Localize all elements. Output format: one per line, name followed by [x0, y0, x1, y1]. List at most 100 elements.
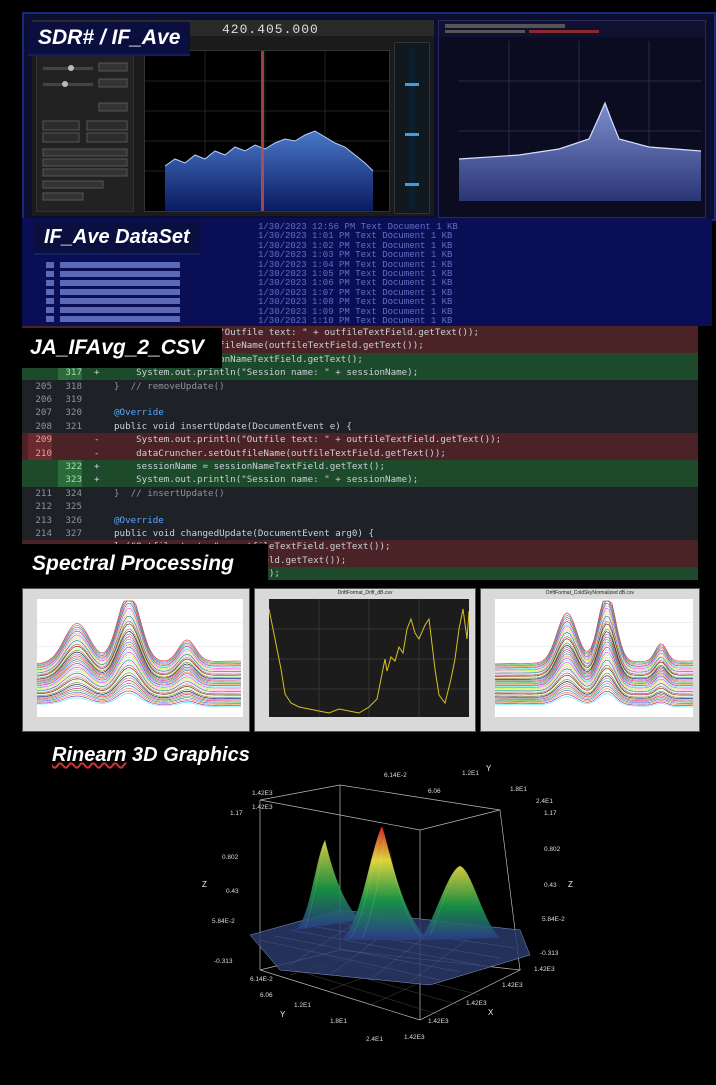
z-tick-right-3: 0.43 [544, 882, 557, 889]
dataset-row[interactable]: 1/30/2023 1:07 PM Text Document 1 KB [22, 287, 712, 298]
z-tick-right-1: 1.17 [544, 810, 557, 817]
spectral-label: Spectral Processing [22, 544, 268, 582]
code-text: @Override [114, 514, 164, 526]
diff-line: 208 321 public void insertUpdate(DocumentE… [22, 420, 698, 433]
code-text: System.out.println("Outfile text: " + ou… [114, 434, 502, 446]
code-text: dataCruncher.setOutfileName(outfileTextF… [114, 447, 446, 459]
dataset-row[interactable]: 1/30/2023 1:01 PM Text Document 1 KB [22, 231, 712, 242]
diff-sign: + [94, 461, 100, 472]
old-line-number: 207 [35, 407, 52, 419]
diff-line: 205 318} // removeUpdate() [22, 380, 698, 393]
dataset-row[interactable]: 1/30/2023 12:56 PM Text Document 1 KB [22, 222, 712, 232]
code-text: public void changedUpdate(DocumentEvent … [114, 528, 374, 539]
file-icons-graphic [46, 262, 180, 322]
dataset-row[interactable]: 1/30/2023 1:08 PM Text Document 1 KB [22, 297, 712, 308]
new-line-number: 317 [58, 366, 82, 380]
diff-line: 211 324} // insertUpdate() [22, 487, 698, 500]
diff-line: 213 326 @Override [22, 514, 698, 527]
x-tick-1: 1.42E3 [534, 966, 555, 973]
new-line-number: 326 [65, 514, 82, 526]
y-axis-title: Y [280, 1010, 286, 1019]
old-line-number: 213 [35, 514, 52, 526]
code-text: System.out.println("Session name: " + se… [114, 474, 419, 486]
y-tick-top-4: 2.4E1 [536, 798, 553, 805]
dataset-row[interactable]: 1/30/2023 1:04 PM Text Document 1 KB [22, 259, 712, 270]
code-text: } // insertUpdate() [114, 487, 225, 499]
y-tick-bottom-3: 1.2E1 [294, 1002, 311, 1009]
diff-line: 207 320 @Override [22, 406, 698, 419]
dataset-row[interactable]: 1/30/2023 1:02 PM Text Document 1 KB [22, 241, 712, 251]
z-axis-title: Z [202, 880, 207, 889]
y-tick-top-2: 1.2E1 [462, 770, 479, 777]
diff-sign: - [94, 434, 100, 446]
sdr-spectrum[interactable] [144, 50, 390, 212]
diff-line: 206 319 [22, 393, 698, 406]
old-line-number: 212 [35, 501, 52, 513]
z-tick-left-4: 5.84E-2 [212, 918, 235, 925]
diff-line: 212 325 [22, 500, 698, 513]
sdr-side-sliders[interactable] [394, 42, 430, 214]
dataset-label-text: IF_Ave DataSet [44, 226, 190, 248]
z-tick-right-4: 5.84E-2 [542, 916, 565, 923]
diff-line: 214 327 public void changedUpdate(Document… [22, 527, 698, 540]
sdr-spectrum-plot [145, 51, 389, 211]
old-line-number: 211 [35, 487, 52, 499]
new-line-number: 321 [65, 420, 82, 432]
x-axis-title: X [488, 1008, 494, 1017]
new-line-number: 322 [58, 460, 82, 474]
new-line-number: 323 [58, 473, 82, 487]
spectral-label-text: Spectral Processing [32, 552, 234, 575]
if-average-plot[interactable] [438, 20, 706, 218]
old-line-number: 209 [28, 433, 52, 447]
z-tick-right-5: -0.313 [540, 950, 559, 957]
diff-sign: + [94, 367, 100, 379]
spectral-plot-2[interactable]: DriftFormat_Drift_dB.csv [254, 588, 476, 732]
y-tick-top-3: 1.8E1 [510, 786, 527, 793]
csv-label: JA_IFAvg_2_CSV [22, 328, 222, 368]
dataset-panel: 1/30/2023 12:56 PM Text Document 1 KB 1/3… [22, 218, 712, 326]
y-tick-bottom-5: 2.4E1 [366, 1036, 383, 1043]
dataset-row[interactable]: 1/30/2023 1:10 PM Text Document 1 KB [22, 316, 712, 326]
spectral-plot-3[interactable]: DriftFormat_ColdSkyNormalized dB.csv [480, 588, 700, 732]
z-tick-left-5: -0.313 [214, 958, 233, 965]
old-line-number: 208 [35, 420, 52, 432]
spectral-plot-2-area [268, 599, 470, 717]
top-left-tick: 1.42E3 [252, 790, 273, 797]
dataset-row-text: 1/30/2023 1:08 PM Text Document 1 KB [258, 297, 453, 308]
dataset-label: IF_Ave DataSet [34, 222, 200, 255]
csv-label-text: JA_IFAvg_2_CSV [30, 336, 204, 359]
frequency-display[interactable]: 420.405.000 [222, 22, 319, 37]
rinearn-3d-graph[interactable]: Z Z Y Y X 1.17 0.802 0.43 5.84E-2 -0.313… [190, 764, 590, 1080]
dataset-row-text: 1/30/2023 1:05 PM Text Document 1 KB [258, 269, 453, 279]
3d-surface-graphic [249, 784, 531, 1021]
spectral-plot-3-area [494, 599, 694, 717]
x-tick-3: 1.42E3 [466, 1000, 487, 1007]
spectral-plot-1-area [36, 599, 243, 717]
dataset-row-text: 1/30/2023 1:07 PM Text Document 1 KB [258, 287, 453, 298]
dataset-row[interactable]: 1/30/2023 1:06 PM Text Document 1 KB [22, 278, 712, 288]
z-axis-title-right: Z [568, 880, 573, 889]
spectral-plot-1-graphic [36, 600, 243, 708]
dataset-row[interactable]: 1/30/2023 1:03 PM Text Document 1 KB [22, 250, 712, 261]
z-tick-left-3: 0.43 [226, 888, 239, 895]
diff-sign: + [94, 474, 100, 486]
spectral-plot-3-title: DriftFormat_ColdSkyNormalized dB.csv [545, 590, 635, 596]
top-left-tick-2: 1.42E3 [252, 804, 273, 811]
dataset-row[interactable]: 1/30/2023 1:09 PM Text Document 1 KB [22, 307, 712, 317]
spectral-plot-1[interactable] [22, 588, 250, 732]
dataset-row[interactable]: 1/30/2023 1:05 PM Text Document 1 KB [22, 269, 712, 279]
dataset-row-text: 1/30/2023 1:01 PM Text Document 1 KB [258, 231, 453, 242]
dataset-file-icons [38, 262, 198, 326]
diff-line: 209 - System.out.println("Outfile text: "… [22, 433, 698, 447]
x-tick-2: 1.42E3 [502, 982, 523, 989]
new-line-number: 318 [65, 380, 82, 392]
code-text: sessionName = sessionNameTextField.getTe… [114, 461, 386, 472]
dataset-row-text: 1/30/2023 1:03 PM Text Document 1 KB [258, 250, 453, 261]
dataset-row-text: 1/30/2023 1:04 PM Text Document 1 KB [258, 259, 453, 270]
code-text: @Override [114, 407, 164, 419]
z-tick-left-1: 1.17 [230, 810, 243, 817]
x-tick-4: 1.42E3 [428, 1018, 449, 1025]
sdr-controls-graphic [42, 46, 128, 201]
old-line-number: 214 [35, 528, 52, 539]
old-line-number: 205 [35, 380, 52, 392]
